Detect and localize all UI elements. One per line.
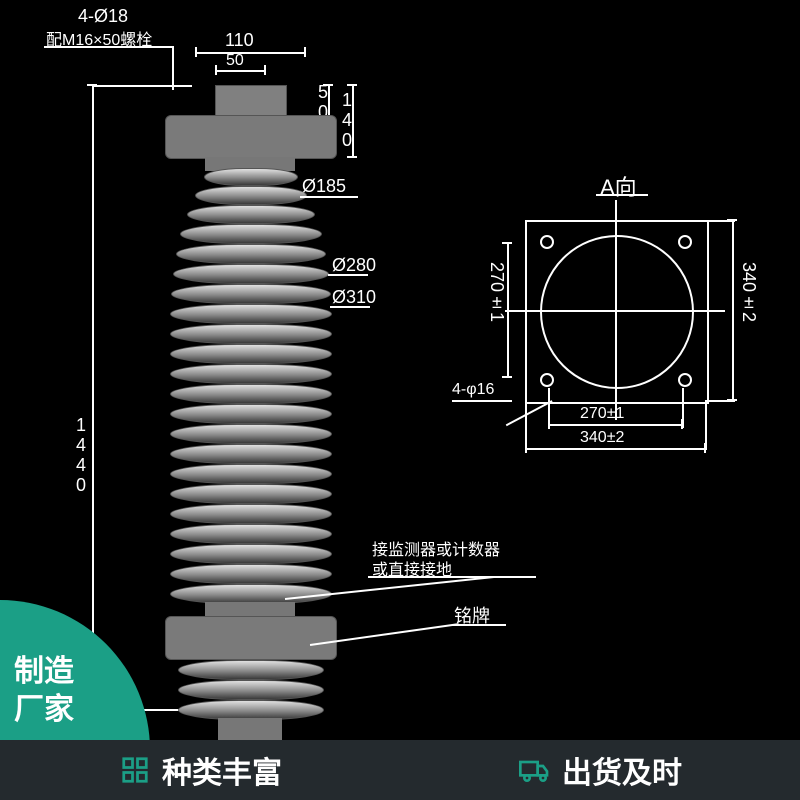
- dim-270-1: 270±1: [580, 405, 624, 423]
- truck-icon: [518, 753, 552, 787]
- bolt-hole: [540, 235, 554, 249]
- bolt-note-line1: 4-Ø18: [78, 6, 128, 27]
- fin: [187, 205, 315, 224]
- fin: [173, 264, 329, 284]
- dim-tick: [347, 84, 357, 86]
- fin: [204, 168, 298, 186]
- fin: [178, 680, 324, 700]
- dim-height-line: [92, 85, 94, 710]
- fin: [170, 484, 332, 504]
- fin: [170, 444, 332, 464]
- ext: [705, 220, 735, 222]
- dim-height-value: 1440: [70, 415, 91, 495]
- dia-310: Ø310: [332, 287, 376, 308]
- dim-tick: [502, 242, 512, 244]
- bolt-hole: [678, 373, 692, 387]
- fin: [170, 424, 332, 444]
- dim-110: 110: [225, 30, 254, 51]
- fin: [170, 344, 332, 364]
- a-view-title-underline: [596, 194, 648, 196]
- grid-icon: [118, 753, 152, 787]
- top-cap: [215, 85, 287, 117]
- bolt-note-underline: [44, 46, 172, 48]
- dia-185: Ø185: [302, 176, 346, 197]
- top-flange: [165, 115, 337, 159]
- fin: [170, 584, 332, 604]
- nameplate-label: 铭牌: [454, 602, 490, 628]
- dim-270-line: [548, 424, 682, 426]
- dim-tick: [215, 65, 217, 75]
- dim-tick: [323, 84, 333, 86]
- ext: [682, 388, 684, 428]
- dim-270v-line: [507, 243, 509, 377]
- bolt-hole: [540, 373, 554, 387]
- fin: [170, 324, 332, 344]
- a-view-title: A向: [600, 170, 637, 202]
- base-note-2: 或直接接地: [372, 556, 452, 580]
- lower-flange: [165, 616, 337, 660]
- dim-tick: [264, 65, 266, 75]
- fin: [170, 544, 332, 564]
- feature-shipping-label: 出货及时: [562, 748, 682, 792]
- dim-340-2: 340±2: [580, 429, 624, 447]
- ext: [548, 388, 550, 428]
- ext: [705, 400, 735, 402]
- dim-50: 50: [226, 52, 244, 70]
- fin: [170, 404, 332, 424]
- fin: [195, 186, 307, 205]
- dim-110-line: [195, 52, 305, 54]
- dim-50-line: [215, 70, 265, 72]
- fin: [170, 364, 332, 384]
- base-stem: [218, 718, 282, 740]
- fin: [170, 384, 332, 404]
- fin: [178, 700, 324, 720]
- badge-line1: 制造: [14, 655, 74, 688]
- ext-line: [92, 85, 192, 87]
- center-v: [615, 200, 617, 420]
- dim-340v-line: [732, 220, 734, 400]
- bolt16-label: 4-φ16: [452, 381, 494, 399]
- dim-340-2v: 340±2: [738, 262, 759, 322]
- fin: [176, 244, 326, 264]
- feature-shipping: 出货及时: [400, 748, 800, 792]
- fin: [171, 284, 331, 304]
- feature-variety: 种类丰富: [0, 748, 400, 792]
- fin: [170, 564, 332, 584]
- badge-text: 制造 厂家: [14, 653, 74, 728]
- fin: [170, 504, 332, 524]
- fin: [178, 660, 324, 680]
- badge-line2: 厂家: [14, 693, 74, 726]
- fin: [170, 524, 332, 544]
- dim-tick: [502, 376, 512, 378]
- dim-270-1v: 270±1: [486, 262, 507, 322]
- ext: [705, 400, 707, 450]
- bottom-bar: 种类丰富 出货及时: [0, 740, 800, 800]
- dim-tick: [347, 156, 357, 158]
- lower-neck: [205, 602, 295, 616]
- feature-variety-label: 种类丰富: [162, 748, 282, 792]
- fin: [170, 304, 332, 324]
- bolt16-underline: [452, 400, 512, 402]
- fin: [170, 464, 332, 484]
- bolt-note-leader: [172, 46, 174, 90]
- bolt-hole: [678, 235, 692, 249]
- fin: [180, 224, 322, 244]
- a-view-circle: [540, 235, 694, 389]
- dim-140: 140: [336, 90, 357, 150]
- dim-tick: [304, 47, 306, 57]
- dim-tick: [195, 47, 197, 57]
- ext: [525, 400, 527, 450]
- dim-340-line: [525, 448, 705, 450]
- dia-280: Ø280: [332, 255, 376, 276]
